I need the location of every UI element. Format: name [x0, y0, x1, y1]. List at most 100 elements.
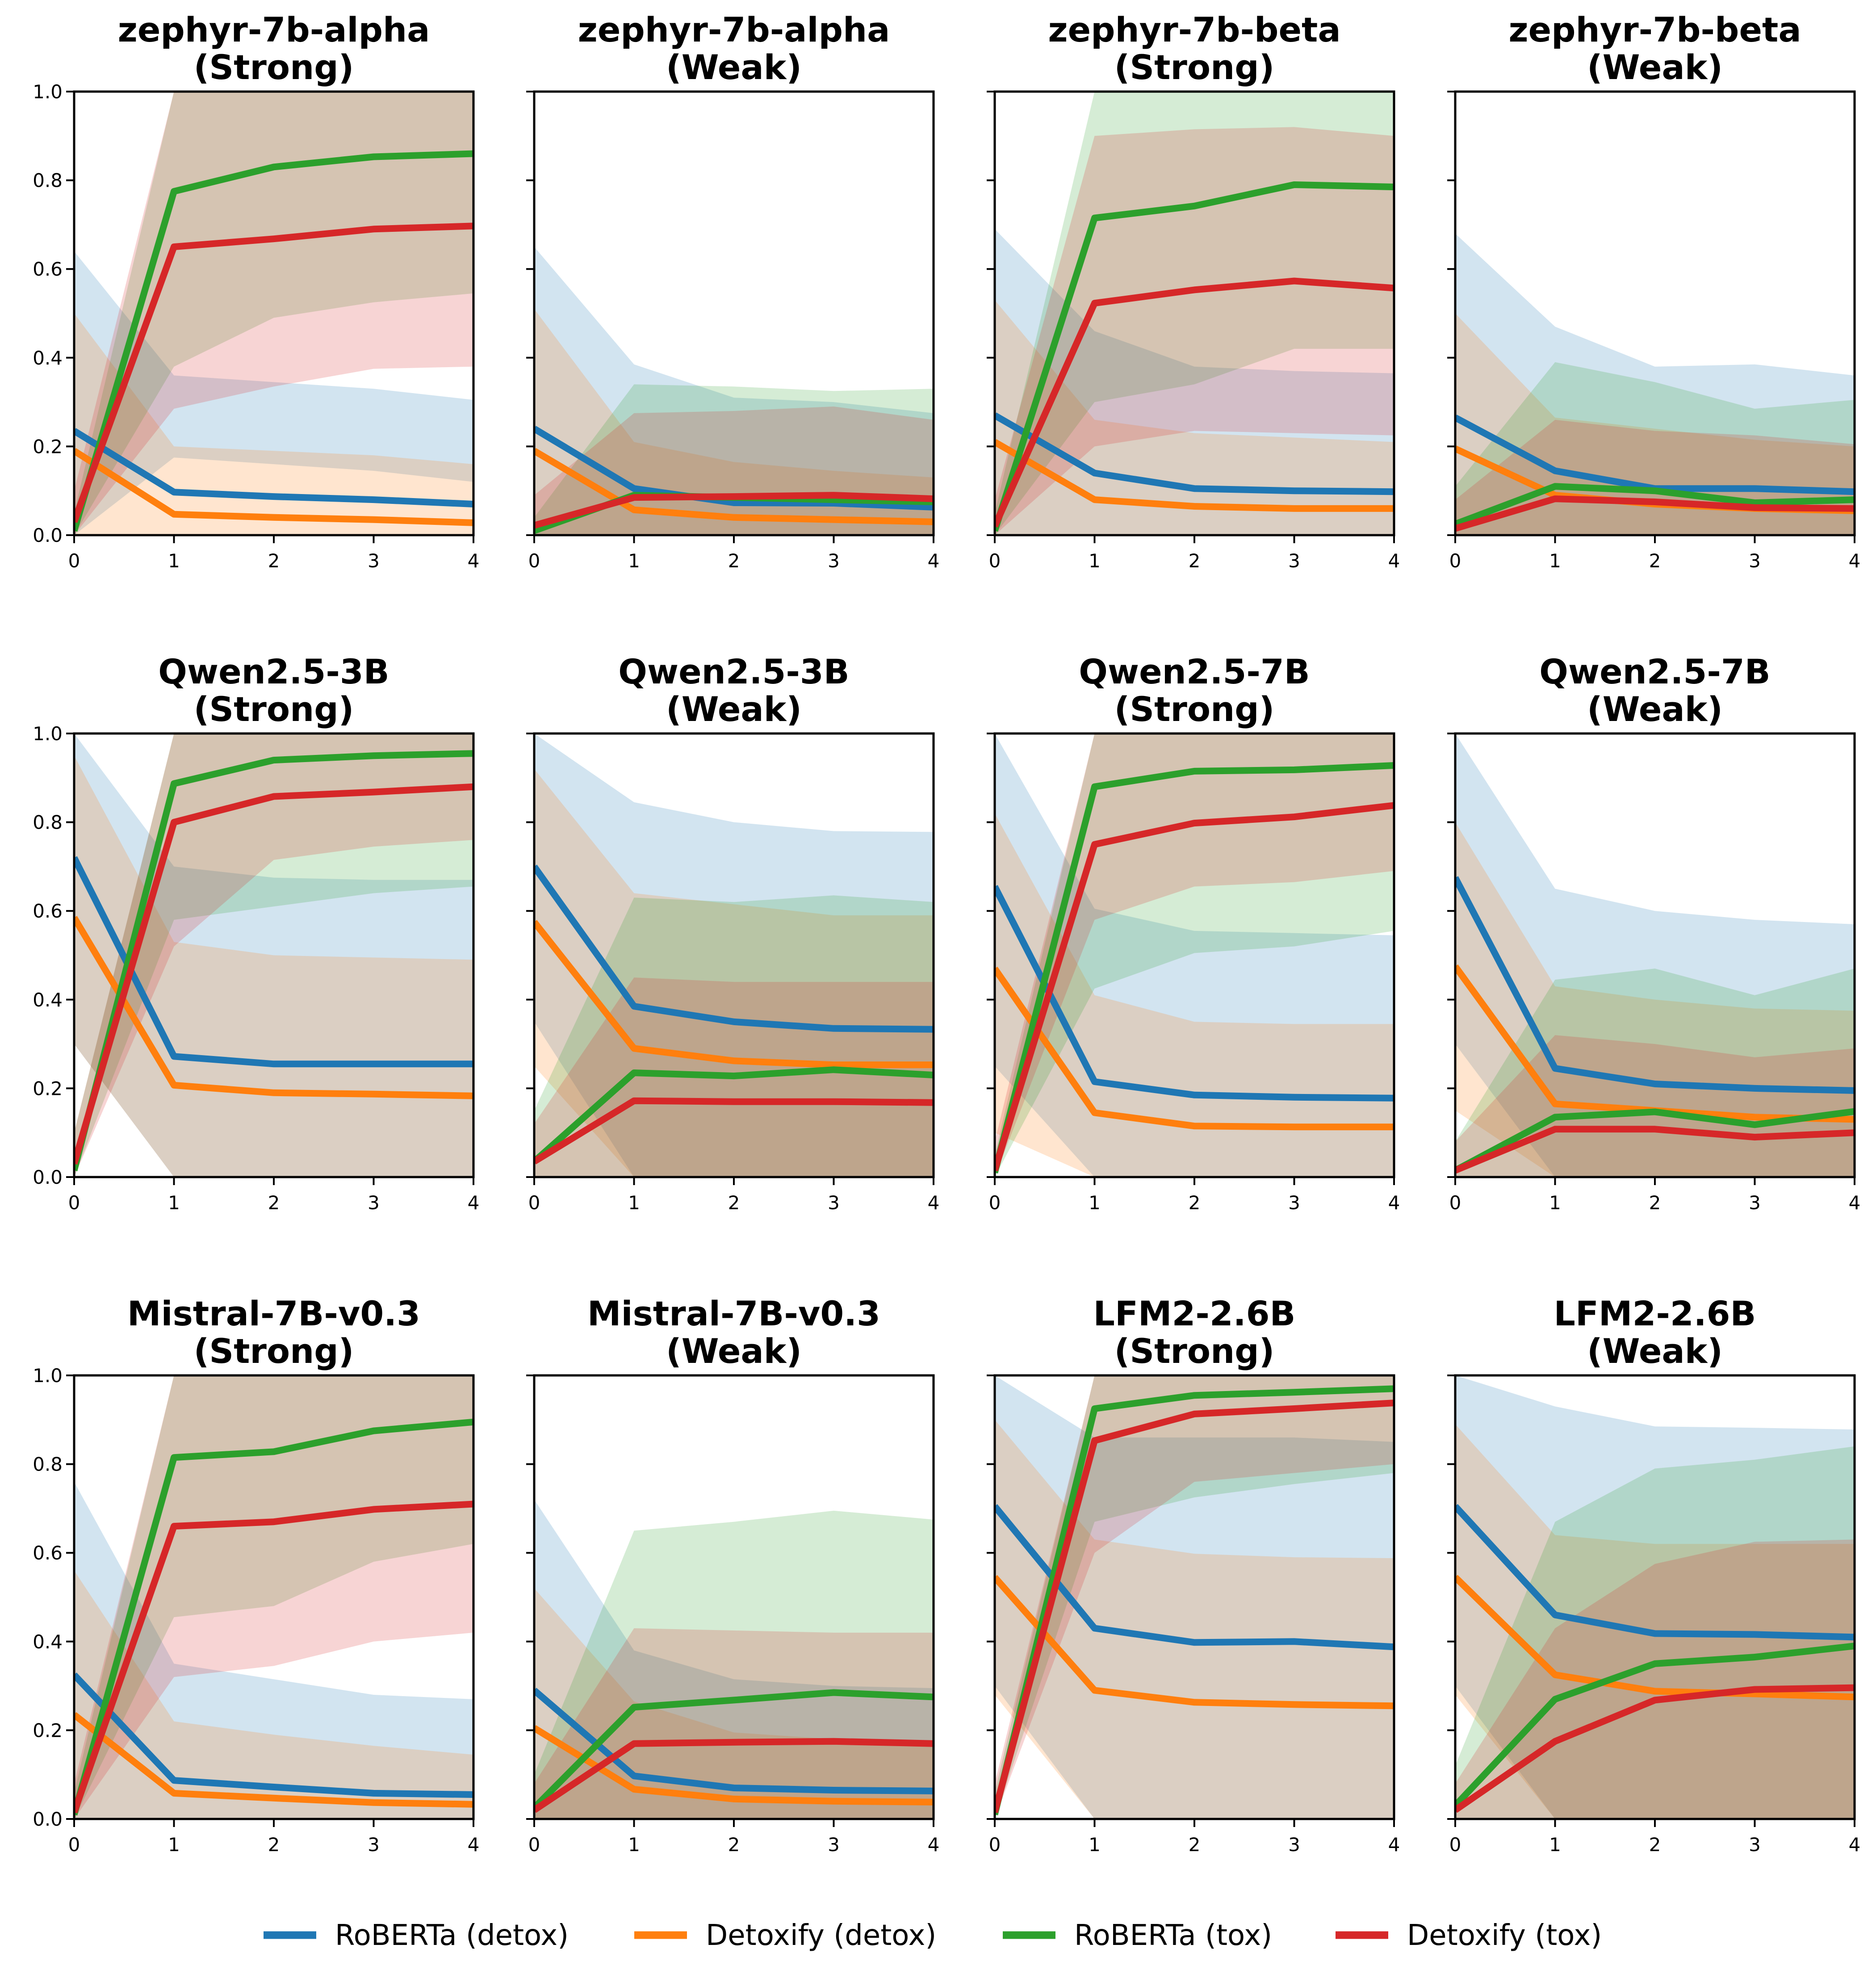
x-tick-label: 4: [468, 1834, 480, 1856]
confidence-band-roberta-tox: [74, 1375, 473, 1819]
series-line-detoxify-detox: [995, 439, 1394, 512]
panel-title-variant: (Weak): [1587, 689, 1723, 729]
series-line-roberta-tox: [995, 1385, 1394, 1815]
series-line-detoxify-tox: [534, 492, 934, 529]
panel: zephyr-7b-beta(Weak) 0 1 2 3 4: [1447, 10, 1860, 572]
confidence-band-roberta-detox: [74, 1482, 473, 1819]
panel-title-model: Qwen2.5-3B: [158, 652, 389, 691]
confidence-band-detoxify-detox: [995, 1420, 1394, 1819]
panel-title-variant: (Strong): [1114, 1331, 1275, 1371]
x-tick-label: 0: [989, 1192, 1001, 1214]
x-tick-label: 1: [1089, 550, 1101, 572]
y-tick-label: 0.2: [33, 436, 63, 457]
x-tick-label: 3: [1288, 1192, 1300, 1214]
y-tick-label: 0.0: [33, 524, 63, 546]
series-line-roberta-tox: [74, 150, 473, 532]
x-tick-label: 0: [528, 1834, 540, 1856]
x-tick-label: 2: [1649, 550, 1661, 572]
y-tick-label: 0.6: [33, 258, 63, 280]
y-tick-label: 1.0: [33, 1365, 63, 1387]
panel-title-variant: (Strong): [194, 689, 354, 729]
series-line-roberta-tox: [74, 1418, 473, 1816]
confidence-band-roberta-tox: [534, 895, 934, 1177]
series-line-detoxify-detox: [74, 1712, 473, 1808]
confidence-band-roberta-detox: [995, 733, 1394, 1177]
series-line-detoxify-detox: [74, 916, 473, 1099]
x-tick-label: 1: [1549, 1834, 1561, 1856]
series-line-detoxify-detox: [534, 448, 934, 525]
x-tick-label: 2: [728, 550, 740, 572]
confidence-band-detoxify-detox: [995, 813, 1394, 1177]
plot-area: [74, 1375, 473, 1819]
series-line-roberta-tox: [1455, 1108, 1855, 1173]
panel-grid: zephyr-7b-alpha(Strong)0 1 2 3 40.00.20.40.6…: [33, 10, 1860, 1856]
series-line-roberta-detox: [534, 426, 934, 511]
series-line-detoxify-detox: [995, 1575, 1394, 1710]
x-tick-label: 4: [1849, 1192, 1861, 1214]
series-line-roberta-detox: [995, 412, 1394, 495]
confidence-band-detoxify-tox: [534, 1628, 934, 1819]
x-tick-label: 4: [1388, 1192, 1400, 1214]
panel: Qwen2.5-7B(Strong) 0 1 2 3 4: [987, 652, 1400, 1214]
series-line-roberta-tox: [1455, 1643, 1855, 1808]
series-line-roberta-tox: [534, 1689, 934, 1810]
series-line-roberta-detox: [534, 1688, 934, 1794]
x-tick-label: 1: [628, 1834, 640, 1856]
confidence-band-roberta-detox: [534, 247, 934, 535]
confidence-band-roberta-detox: [995, 1375, 1394, 1819]
plot-area: [534, 1500, 934, 1819]
x-tick-label: 4: [1849, 1834, 1861, 1856]
panel-title-model: zephyr-7b-alpha: [578, 10, 890, 50]
panel-title-variant: (Weak): [666, 689, 802, 729]
x-tick-label: 0: [68, 1192, 80, 1214]
plot-area: [1455, 233, 1855, 535]
panel-title-model: Mistral-7B-v0.3: [587, 1294, 880, 1333]
confidence-band-detoxify-detox: [74, 755, 473, 1177]
series-line-detoxify-detox: [995, 967, 1394, 1131]
panel: LFM2-2.6B(Weak) 0 1 2 3 4: [1447, 1294, 1860, 1856]
legend-label: RoBERTa (detox): [335, 1919, 569, 1952]
x-tick-label: 4: [468, 1192, 480, 1214]
panel-title-model: zephyr-7b-beta: [1508, 10, 1801, 50]
x-tick-label: 3: [1749, 1834, 1761, 1856]
series-line-detoxify-tox: [995, 802, 1394, 1172]
x-tick-label: 1: [1549, 1192, 1561, 1214]
x-tick-label: 4: [468, 550, 480, 572]
series-line-roberta-tox: [534, 1066, 934, 1164]
y-tick-label: 0.2: [33, 1719, 63, 1741]
series-line-detoxify-tox: [1455, 1126, 1855, 1174]
series-line-roberta-tox: [995, 181, 1394, 532]
series-line-detoxify-tox: [1455, 1684, 1855, 1813]
legend-item-roberta-detox: RoBERTa (detox): [264, 1919, 569, 1952]
x-tick-label: 4: [928, 550, 940, 572]
x-tick-label: 4: [928, 1834, 940, 1856]
x-tick-label: 1: [1549, 550, 1561, 572]
panel: LFM2-2.6B(Strong) 0 1 2 3 4: [987, 1294, 1400, 1856]
x-tick-label: 2: [268, 550, 280, 572]
y-tick-label: 0.8: [33, 1454, 63, 1475]
confidence-band-detoxify-tox: [1455, 1539, 1855, 1819]
y-tick-label: 0.6: [33, 1542, 63, 1564]
x-tick-label: 1: [1089, 1834, 1101, 1856]
x-tick-label: 0: [989, 550, 1001, 572]
series-line-roberta-tox: [1455, 483, 1855, 528]
series-line-roberta-detox: [74, 856, 473, 1068]
panel: Mistral-7B-v0.3(Strong) 0 1 2 3 4 0.0 0.2 0.4 0.6…: [33, 1294, 479, 1856]
x-tick-label: 2: [268, 1192, 280, 1214]
series-line-detoxify-tox: [74, 1500, 473, 1814]
confidence-band-roberta-tox: [995, 92, 1394, 535]
y-tick-label: 1.0: [33, 723, 63, 745]
panel: Mistral-7B-v0.3(Weak) 0 1 2 3 4: [526, 1294, 939, 1856]
confidence-band-roberta-detox: [1455, 1375, 1855, 1819]
plot-area: [995, 733, 1394, 1177]
series-line-roberta-detox: [534, 864, 934, 1033]
x-tick-label: 2: [1649, 1834, 1661, 1856]
panel-title-model: Qwen2.5-3B: [618, 652, 849, 691]
plot-area: [534, 733, 934, 1177]
series-line-detoxify-tox: [74, 783, 473, 1165]
series-line-detoxify-detox: [74, 448, 473, 526]
plot-area: [74, 92, 473, 535]
series-line-detoxify-detox: [534, 920, 934, 1069]
